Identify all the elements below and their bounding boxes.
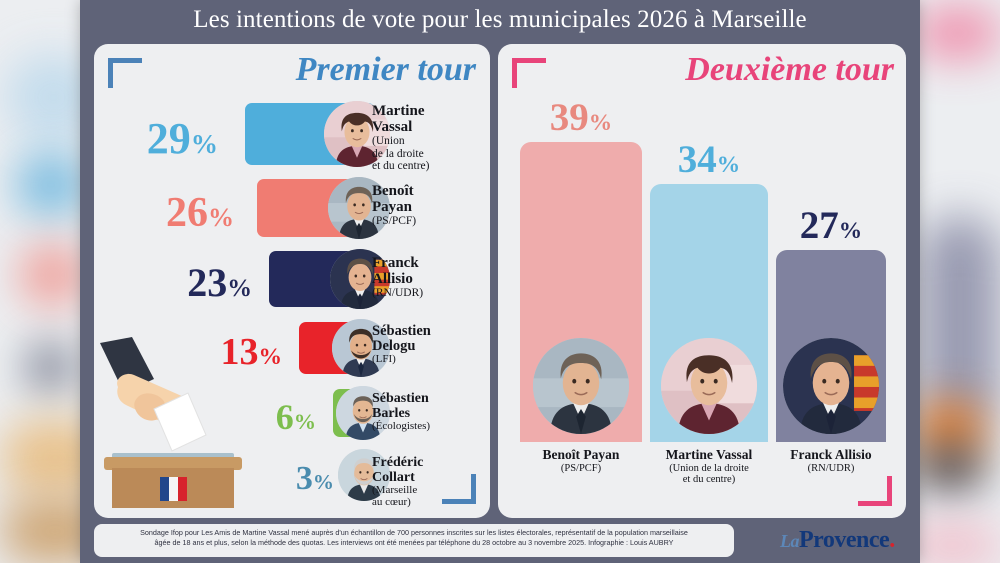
candidate-party: (PS/PCF): [560, 462, 602, 474]
candidate-name-block: Benoît Payan (PS/PCF): [520, 447, 642, 474]
candidate-firstname: Franck: [372, 255, 419, 271]
candidate-party: (RN/UDR): [372, 287, 424, 300]
logo-la: La: [780, 531, 800, 551]
candidate-party: (PS/PCF): [372, 215, 417, 228]
candidate-name-block: Sébastien Delogu (LFI): [372, 323, 431, 366]
percentage-label: 27%: [799, 204, 863, 247]
candidate-lastname: Vassal: [372, 118, 413, 135]
candidate-party: au cœur): [372, 495, 411, 508]
methodology-line-1: Sondage Ifop pour Les Amis de Martine Va…: [140, 528, 688, 537]
candidate-firstname: Frédéric: [372, 455, 424, 470]
candidate-name-block: Benoît Payan (PS/PCF): [372, 183, 417, 228]
corner-bracket-icon: [512, 58, 546, 88]
page-title: Les intentions de vote pour les municipa…: [193, 6, 807, 33]
candidate-portrait: [330, 249, 390, 309]
candidate-name-block: Frédéric Collart (Marseille au cœur): [372, 455, 424, 509]
candidate-portrait: [328, 177, 390, 239]
logo-dot: .: [889, 527, 895, 553]
panel-heading-deuxieme-tour: Deuxième tour: [685, 51, 894, 88]
candidate-firstname: Benoît: [372, 183, 414, 199]
candidate-lastname: Allisio: [372, 270, 413, 287]
backdrop-blur-blob: [28, 345, 73, 390]
corner-bracket-icon: [858, 476, 892, 506]
candidate-lastname: Barles: [372, 405, 411, 421]
first-tour-row: 13% Sébastien Delogu (LFI): [94, 314, 490, 382]
candidate-name-block: Martine Vassal (Union de la droite et du …: [650, 447, 768, 485]
candidate-party: et du centre): [372, 160, 430, 172]
candidate-party: de la droite: [372, 147, 424, 160]
percentage-label: 29%: [146, 113, 218, 163]
first-tour-row: 29% Martine Vassal (Union de la droite et …: [94, 96, 490, 172]
candidate-party: et du centre): [682, 473, 736, 485]
second-tour-bar-group: 39% Benoît Payan (PS/PCF): [520, 98, 642, 474]
candidate-name-block: Martine Vassal (Union de la droite et du c…: [372, 103, 430, 172]
candidate-name-block: Franck Allisio (RN/UDR): [776, 447, 886, 474]
candidate-portrait: [336, 386, 390, 440]
panel-deuxieme-tour: Deuxième tour 39% Benoît Payan (PS/PCF) …: [498, 44, 906, 518]
corner-bracket-icon: [108, 58, 142, 88]
methodology-line-2: âgée de 18 ans et plus, selon la méthode…: [154, 538, 674, 548]
candidate-firstname: Sébastien: [372, 323, 431, 339]
first-tour-row: 23% Franck Allisio (RN/UDR): [94, 244, 490, 314]
methodology-note: Sondage Ifop pour Les Amis de Martine Va…: [94, 524, 734, 557]
second-tour-bars: 39% Benoît Payan (PS/PCF) 34% M: [498, 44, 906, 518]
candidate-party: (Union: [372, 135, 405, 148]
candidate-name-block: Sébastien Barles (Écologistes): [372, 391, 431, 433]
percentage-label: 39%: [549, 96, 613, 139]
candidate-portrait: [533, 338, 629, 434]
candidate-party: (Marseille: [372, 484, 418, 497]
backdrop-blur-blob: [20, 245, 85, 305]
percentage-label: 3%: [295, 459, 334, 497]
backdrop-blur-blob: [920, 215, 1000, 435]
percentage-label: 34%: [677, 138, 741, 181]
percentage-label: 13%: [220, 331, 282, 374]
candidate-portrait: [661, 338, 757, 434]
second-tour-bar-group: 34% Martine Vassal (Union de la droite et…: [650, 140, 768, 485]
candidate-firstname: Sébastien: [372, 391, 429, 406]
candidate-portrait: [783, 338, 879, 434]
second-tour-bar-group: 27% Franck Allisio (RN/UDR): [776, 206, 886, 474]
candidate-name: Benoît Payan: [542, 447, 620, 462]
backdrop-blur-blob: [905, 525, 1000, 563]
candidate-party: (LFI): [372, 353, 396, 366]
infographic-frame: Les intentions de vote pour les municipa…: [80, 0, 920, 563]
backdrop-blur-blob: [915, 445, 985, 490]
candidate-lastname: Delogu: [372, 338, 416, 355]
candidate-party: (RN/UDR): [807, 462, 855, 474]
corner-bracket-icon: [442, 474, 476, 504]
candidate-portrait: [332, 319, 390, 377]
candidate-portrait: [324, 101, 390, 167]
candidate-name-block: Franck Allisio (RN/UDR): [372, 255, 424, 300]
percentage-label: 23%: [187, 260, 252, 306]
panel-heading-premier-tour: Premier tour: [295, 51, 476, 88]
first-tour-rows: 29% Martine Vassal (Union de la droite et …: [94, 96, 490, 509]
candidate-portrait: [338, 449, 390, 501]
candidate-party: (Union de la droite: [669, 462, 749, 474]
percentage-label: 6%: [275, 396, 316, 437]
panel-premier-tour: Premier tour 29% Martine Vassal (Union de…: [94, 44, 490, 518]
candidate-lastname: Payan: [372, 198, 413, 215]
candidate-name: Martine Vassal: [665, 447, 753, 462]
backdrop-blur-blob: [16, 155, 86, 215]
backdrop-blur-blob: [915, 8, 1000, 58]
first-tour-row: 6% Sébastien Barles (Écologistes): [94, 382, 490, 444]
logo-provence: Provence: [799, 527, 890, 553]
first-tour-row: 3% Frédéric Collart (Marseille au cœur): [94, 444, 490, 509]
candidate-party: (Écologistes): [372, 420, 431, 433]
la-provence-logo: LaProvence.: [780, 528, 895, 552]
candidate-lastname: Collart: [372, 469, 415, 485]
ballot-box-illustration: [100, 337, 242, 508]
first-tour-row: 26% Benoît Payan (PS/PCF): [94, 172, 490, 244]
candidate-name: Franck Allisio: [790, 447, 872, 462]
percentage-label: 26%: [165, 189, 234, 236]
candidate-firstname: Martine: [372, 103, 425, 119]
